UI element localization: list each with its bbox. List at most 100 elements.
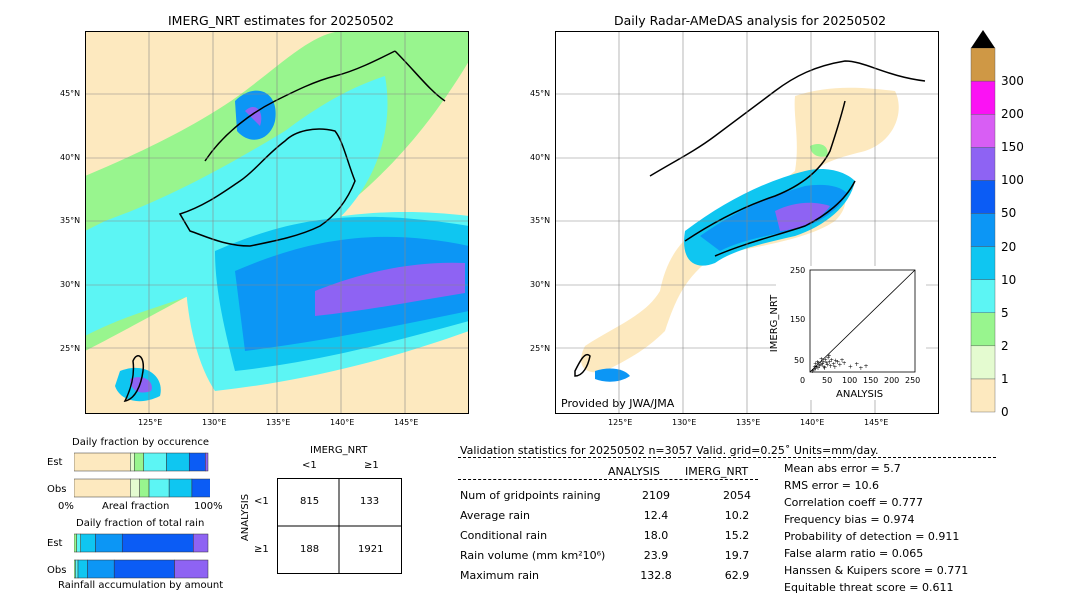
left-lon-label: 140°E: [330, 418, 355, 427]
scatter-point: +: [840, 357, 845, 364]
score-line: Equitable threat score = 0.611: [784, 581, 954, 594]
validation-row: Conditional rain 18.0 15.2: [460, 525, 782, 545]
row-label: Num of gridpoints raining: [460, 488, 601, 502]
scatter-inset: +++++++++++++++++++++++ + + ++ +++ +++++: [776, 266, 926, 400]
row-label: Rain volume (mm km²10⁶): [460, 548, 606, 562]
row-label: Average rain: [460, 508, 530, 522]
score-line: False alarm ratio = 0.065: [784, 547, 924, 560]
colorbar-segment: [970, 80, 996, 115]
contingency-row-title: ANALYSIS: [240, 493, 252, 542]
scatter-x-tick: 100: [842, 376, 858, 385]
data-credit: Provided by JWA/JMA: [561, 397, 675, 410]
fraction-segment: [148, 478, 170, 498]
colorbar-tick-label: 200: [1001, 107, 1024, 122]
row-analysis: 2109: [642, 488, 670, 502]
row-imerg: 10.2: [724, 508, 750, 522]
validation-row: Maximum rain 132.8 62.9: [460, 565, 782, 585]
colorbar-segment: [970, 312, 996, 347]
scatter-point: +: [812, 364, 817, 371]
right-lat-label: 40°N: [530, 153, 551, 162]
fraction-segment: [188, 452, 206, 472]
contingency-cell: 133: [360, 496, 380, 507]
colorbar-tick-label: 20: [1001, 239, 1017, 254]
colorbar-segment: [970, 378, 996, 413]
occurrence-axis-right: 100%: [194, 501, 223, 512]
scatter-point: +: [832, 364, 837, 371]
validation-col-imerg: IMERG_NRT: [685, 465, 749, 478]
score-line: Correlation coeff = 0.777: [784, 496, 923, 509]
colorbar-tick-label: 100: [1001, 173, 1024, 188]
scatter-point: +: [820, 361, 825, 368]
left-lon-label: 145°E: [394, 418, 419, 427]
colorbar-segment: [970, 345, 996, 380]
fraction-segment: [76, 533, 81, 553]
score-line: Mean abs error = 5.7: [784, 462, 901, 475]
fraction-segment: [77, 559, 88, 579]
left-lat-label: 40°N: [60, 153, 81, 162]
occurrence-title: Daily fraction by occurence: [72, 437, 210, 448]
scatter-point: +: [821, 359, 826, 366]
colorbar-segment: [970, 213, 996, 247]
contingency-cell: 815: [300, 496, 320, 507]
colorbar-tick-label: 2: [1001, 338, 1009, 353]
validation-header: Validation statistics for 20250502 n=305…: [460, 444, 879, 457]
colorbar-tick-label: 300: [1001, 74, 1024, 89]
scatter-point: +: [825, 362, 830, 369]
left-lat-label: 45°N: [60, 89, 81, 98]
fraction-segment: [143, 452, 167, 472]
fraction-segment: [80, 533, 96, 553]
scatter-point: +: [826, 355, 831, 362]
total-rain-row-obs: Obs: [47, 565, 67, 576]
contingency-title: IMERG_NRT: [310, 445, 368, 456]
scatter-ylabel: IMERG_NRT: [769, 294, 781, 353]
fraction-segment: [74, 478, 131, 498]
scatter-point: +: [821, 364, 826, 371]
scatter-point: +: [822, 365, 827, 372]
colorbar-segment: [970, 147, 996, 181]
left-lat-label: 35°N: [60, 216, 81, 225]
scatter-point: +: [863, 363, 868, 370]
right-map-title: Daily Radar-AMeDAS analysis for 20250502: [614, 13, 887, 28]
scatter-point: +: [858, 365, 863, 372]
row-imerg: 2054: [723, 488, 751, 502]
scatter-point: +: [815, 359, 820, 366]
contingency-row-lt1: <1: [254, 496, 269, 507]
occurrence-bars: [74, 452, 210, 498]
scatter-y-tick: 250: [790, 266, 806, 275]
scatter-point: +: [829, 357, 834, 364]
scatter-point: +: [813, 366, 818, 373]
colorbar-segment: [970, 279, 996, 313]
colorbar-segment: [970, 113, 996, 148]
right-lon-label: 145°E: [864, 418, 889, 427]
scatter-point: +: [824, 360, 829, 367]
scatter-x-tick: 200: [884, 376, 900, 385]
colorbar-tick-label: 50: [1001, 206, 1017, 221]
right-lon-label: 130°E: [672, 418, 697, 427]
validation-row: Rain volume (mm km²10⁶) 23.9 19.7: [460, 545, 782, 565]
fraction-segment: [113, 559, 175, 579]
score-line: Hanssen & Kuipers score = 0.771: [784, 564, 969, 577]
scatter-point: +: [827, 359, 832, 366]
fraction-segment: [168, 478, 193, 498]
right-lon-label: 140°E: [800, 418, 825, 427]
validation-col-analysis: ANALYSIS: [608, 465, 660, 478]
scatter-x-tick: 250: [905, 376, 921, 385]
row-analysis: 12.4: [643, 508, 669, 522]
row-imerg: 19.7: [724, 548, 750, 562]
fraction-segment: [191, 478, 210, 498]
scatter-point: +: [810, 368, 815, 375]
row-analysis: 18.0: [643, 528, 669, 542]
colorbar-tick-label: 5: [1001, 305, 1009, 320]
fraction-segment: [134, 452, 144, 472]
row-imerg: 15.2: [724, 528, 750, 542]
contingency-col-ge1: ≥1: [364, 460, 379, 471]
row-label: Maximum rain: [460, 568, 539, 582]
occurrence-axis-label: Areal fraction: [102, 501, 170, 512]
contingency-col-lt1: <1: [302, 460, 317, 471]
total-rain-axis-label: Rainfall accumulation by amount: [58, 580, 224, 591]
fraction-segment: [74, 452, 131, 472]
colorbar-tick-label: 150: [1001, 140, 1024, 155]
scatter-point: +: [826, 353, 831, 360]
left-lon-label: 125°E: [138, 418, 163, 427]
scatter-x-tick: 50: [822, 376, 833, 385]
